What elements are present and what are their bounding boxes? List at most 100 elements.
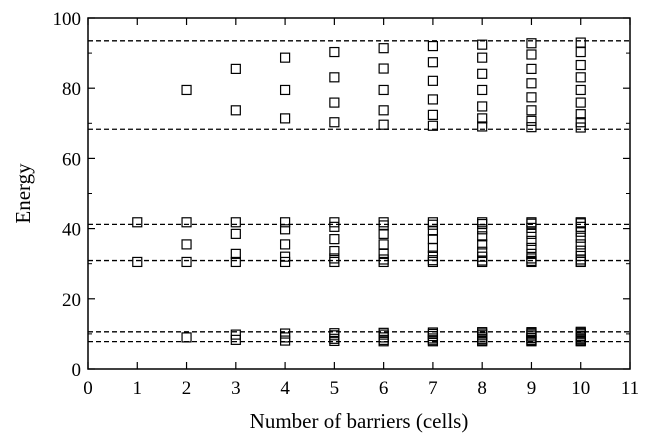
data-point-141 [575, 245, 586, 256]
reference-lines [88, 40, 630, 343]
data-point-129 [575, 72, 586, 83]
data-point-42 [378, 84, 389, 96]
data-point-138 [575, 226, 586, 237]
data-point-5 [181, 256, 192, 268]
data-point-111 [526, 228, 537, 239]
data-point-29 [329, 117, 340, 128]
data-point-134 [575, 122, 586, 133]
data-point-128 [575, 59, 586, 71]
data-point-45 [378, 217, 389, 228]
data-point-76 [427, 336, 439, 347]
data-point-26 [329, 46, 340, 58]
data-point-60 [427, 94, 439, 105]
data-point-140 [575, 239, 586, 250]
data-point-113 [526, 242, 537, 254]
data-point-105 [526, 105, 537, 116]
data-point-47 [378, 228, 389, 239]
data-point-130 [575, 84, 586, 96]
data-point-23 [279, 328, 291, 339]
x-tick-label: 3 [231, 378, 241, 399]
data-point-44 [378, 119, 389, 130]
data-point-6 [181, 332, 192, 343]
x-tick-label: 1 [133, 378, 143, 399]
data-point-85 [477, 218, 488, 230]
data-point-33 [329, 245, 340, 257]
data-point-58 [427, 57, 439, 68]
data-point-142 [575, 250, 586, 262]
data-point-81 [477, 101, 488, 112]
x-tick-label: 10 [571, 378, 590, 399]
data-point-145 [575, 256, 586, 268]
data-point-154 [575, 336, 586, 347]
data-point-14 [230, 334, 241, 345]
data-point-56 [378, 336, 389, 347]
data-point-28 [329, 97, 340, 108]
data-point-99 [477, 336, 488, 347]
data-point-125 [526, 336, 537, 347]
data-point-83 [477, 121, 488, 132]
x-tick-label: 5 [330, 378, 340, 399]
x-tick-label: 7 [428, 378, 438, 399]
data-point-27 [329, 72, 340, 83]
y-tick-label: 0 [72, 360, 82, 381]
data-point-32 [329, 234, 340, 245]
data-point-8 [230, 105, 241, 116]
data-point-79 [477, 68, 488, 79]
x-tick-label: 2 [182, 378, 192, 399]
tick-labels: 0 1 2 3 4 5 6 7 8 9 10 11 0 20 40 60 80 100 [53, 9, 640, 399]
data-point-15 [279, 52, 291, 63]
data-point-92 [477, 256, 488, 268]
data-point-132 [575, 109, 586, 120]
y-axis-title: Energy [11, 163, 35, 224]
data-point-7 [230, 63, 241, 74]
data-point-103 [526, 78, 537, 89]
data-point-51 [378, 256, 389, 268]
data-point-143 [575, 254, 586, 265]
data-point-2 [181, 84, 192, 96]
data-point-22 [279, 256, 291, 268]
data-point-78 [477, 52, 488, 63]
data-point-17 [279, 113, 291, 124]
data-point-25 [279, 335, 291, 346]
data-point-10 [230, 228, 241, 239]
x-tick-label: 4 [280, 378, 290, 399]
axis-ticks [87, 17, 631, 370]
data-point-139 [575, 232, 586, 243]
data-point-63 [427, 217, 439, 228]
data-point-88 [477, 239, 488, 250]
data-point-0 [132, 217, 143, 228]
x-axis-title: Number of barriers (cells) [250, 409, 469, 433]
data-point-16 [279, 84, 291, 96]
data-point-65 [427, 225, 439, 236]
data-point-43 [378, 105, 389, 116]
x-tick-label: 8 [477, 378, 487, 399]
data-point-61 [427, 109, 439, 120]
data-point-86 [477, 224, 488, 235]
x-tick-label: 6 [379, 378, 389, 399]
data-point-101 [526, 49, 537, 60]
data-point-9 [230, 217, 241, 228]
data-point-20 [279, 239, 291, 250]
data-point-100 [526, 38, 537, 49]
data-point-48 [378, 239, 389, 250]
x-tick-label: 11 [621, 378, 639, 399]
data-point-11 [230, 248, 241, 259]
data-point-70 [427, 256, 439, 268]
data-point-4 [181, 239, 192, 250]
data-point-19 [279, 224, 291, 235]
data-point-104 [526, 92, 537, 103]
data-point-1 [132, 256, 143, 268]
data-point-131 [575, 97, 586, 108]
data-point-126 [575, 37, 586, 48]
data-point-41 [378, 63, 389, 74]
data-point-46 [378, 220, 389, 231]
data-point-127 [575, 46, 586, 58]
x-tick-label: 9 [527, 378, 537, 399]
data-point-110 [526, 222, 537, 233]
data-point-57 [427, 40, 439, 52]
plot-frame [87, 17, 631, 370]
data-point-77 [477, 39, 488, 50]
data-point-35 [329, 256, 340, 268]
data-point-49 [378, 248, 389, 259]
